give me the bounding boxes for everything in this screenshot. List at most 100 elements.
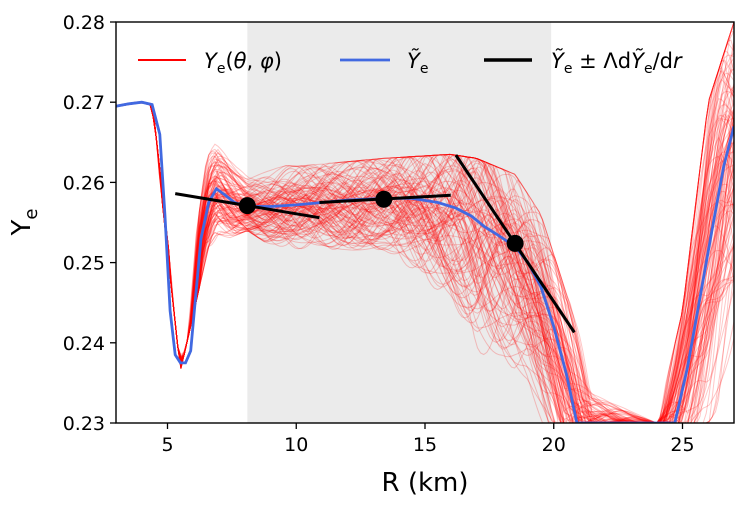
ensemble-line [116,68,734,423]
ensemble-line [116,101,734,423]
ensemble-line [116,101,734,423]
ensemble-line [116,101,734,423]
legend-label-tangent: Ỹe ± ΛdỸe/dr [551,47,683,77]
ensemble-line [116,102,734,423]
ensemble-line [116,31,734,423]
ensemble-line [116,101,734,423]
ensemble-line [116,40,734,423]
ensemble-line [116,69,734,423]
x-tick-label: 10 [284,434,308,456]
tangent-point [375,190,393,208]
ensemble-line [116,22,734,423]
x-tick-label: 25 [670,434,694,456]
legend-label-ensemble: Ye(θ, φ) [204,49,282,77]
ensemble-line [116,101,734,423]
ensemble-line [116,101,734,423]
ensemble-line [116,67,734,423]
ensemble-line [116,101,734,423]
ensemble-line [116,101,734,423]
ensemble-line [116,97,734,423]
ensemble-line [116,101,734,423]
ensemble-line [116,101,734,423]
ensemble-line [116,101,734,423]
ensemble-line [116,101,734,423]
ensemble-line [116,101,734,423]
ensemble-line [116,102,734,423]
y-tick-label: 0.23 [63,413,105,435]
ensemble-line [116,84,734,423]
ensemble-line [116,101,734,423]
ensemble-line [116,101,734,423]
ensemble-line [116,101,734,423]
ensemble-line [116,101,734,423]
axes: 5 10 15 20 25 0.23 0.24 0.25 0.26 0.27 0.28 [63,12,695,456]
y-tick-label: 0.25 [63,253,105,275]
ensemble-line [116,66,734,423]
y-tick-label: 0.24 [63,333,105,355]
ensemble-line [116,101,734,423]
ensemble-line [116,101,734,423]
ensemble-line [116,59,734,423]
tangent-point [238,197,256,215]
ensemble-line [116,101,734,423]
ensemble-line [116,101,734,423]
ensemble-line [116,101,734,423]
tangent-point [506,234,524,252]
ensemble-line [116,101,734,423]
ensemble-line [116,101,734,423]
ensemble-line [116,101,734,423]
ensemble-line [116,101,734,423]
plot-area [116,22,734,423]
ensemble-line [116,57,734,423]
ensemble-line [116,101,734,423]
ensemble-line [116,101,734,423]
y-tick-label: 0.26 [63,172,105,194]
ensemble-line [116,101,734,423]
ensemble-line [116,101,734,423]
ensemble-line [116,101,734,423]
ensemble-line [116,101,734,423]
ensemble-line [116,101,734,423]
legend-label-mean: Ỹe [407,47,428,77]
x-tick-label: 5 [161,434,173,456]
ensemble-line [116,101,734,423]
ensemble-line [116,101,734,423]
ensemble-line [116,69,734,423]
ensemble-line [116,101,734,423]
legend: Ye(θ, φ) Ỹe Ỹe ± ΛdỸe/dr [138,47,683,77]
ensemble-line [116,101,734,423]
y-tick-label: 0.27 [63,92,105,114]
x-axis-title: R (km) [381,468,468,498]
y-tick-label: 0.28 [63,12,105,34]
ensemble-line [116,22,734,423]
ensemble-line [116,50,734,423]
ensemble-line [116,101,734,423]
ensemble-line [116,101,734,423]
ensemble-line [116,101,734,423]
ensemble-line [116,97,734,423]
ensemble-line [116,101,734,423]
x-tick-label: 20 [542,434,566,456]
ensemble-line [116,101,734,423]
ensemble-line [116,101,734,423]
ensemble-line [116,72,734,423]
ensemble-line [116,102,734,423]
ensemble-line [116,101,734,423]
ensemble-line [116,101,734,423]
ensemble-line [116,22,734,423]
ensemble-line [116,102,734,423]
ensemble-line [116,90,734,423]
ensemble-line [116,101,734,423]
ensemble-line [116,101,734,423]
ensemble-line [116,101,734,423]
x-tick-label: 15 [413,434,437,456]
ensemble-line [116,22,734,423]
ensemble-line [116,101,734,423]
ensemble-line [116,101,734,423]
ensemble-line [116,101,734,423]
y-axis-title: Ye [7,209,42,237]
ensemble-line [116,101,734,423]
ensemble-line [116,22,734,423]
ensemble-line [116,102,734,423]
